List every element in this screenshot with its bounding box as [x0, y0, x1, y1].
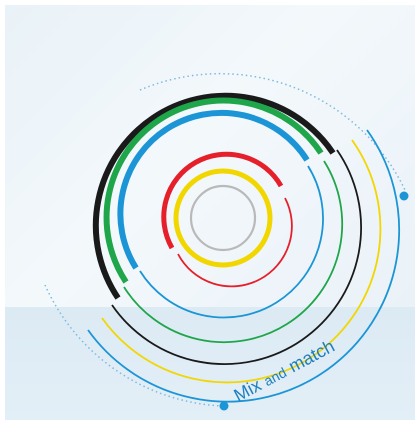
ring-black-thin-1 [111, 149, 362, 366]
ring-red-thin [177, 197, 293, 288]
dot-marker-bottom [219, 401, 229, 411]
dot-marker-right [399, 191, 409, 201]
ring-blue-outer [117, 109, 310, 270]
ring-blue-thin-1 [139, 165, 324, 319]
ring-gray [189, 184, 257, 252]
ring-blue-thin-2 [87, 129, 401, 403]
ring-yellow-thin [101, 139, 382, 384]
dotted-guide-arc-left [44, 284, 223, 407]
ring-green-outer [103, 97, 324, 284]
caption-match: match [285, 336, 338, 377]
caption-and: and [261, 364, 289, 389]
ring-red [161, 151, 284, 250]
caption-group: Mix and match [230, 336, 337, 406]
ring-green-thin-1 [123, 160, 344, 344]
ring-yellow [173, 168, 273, 268]
ring-black-outer [92, 92, 336, 300]
